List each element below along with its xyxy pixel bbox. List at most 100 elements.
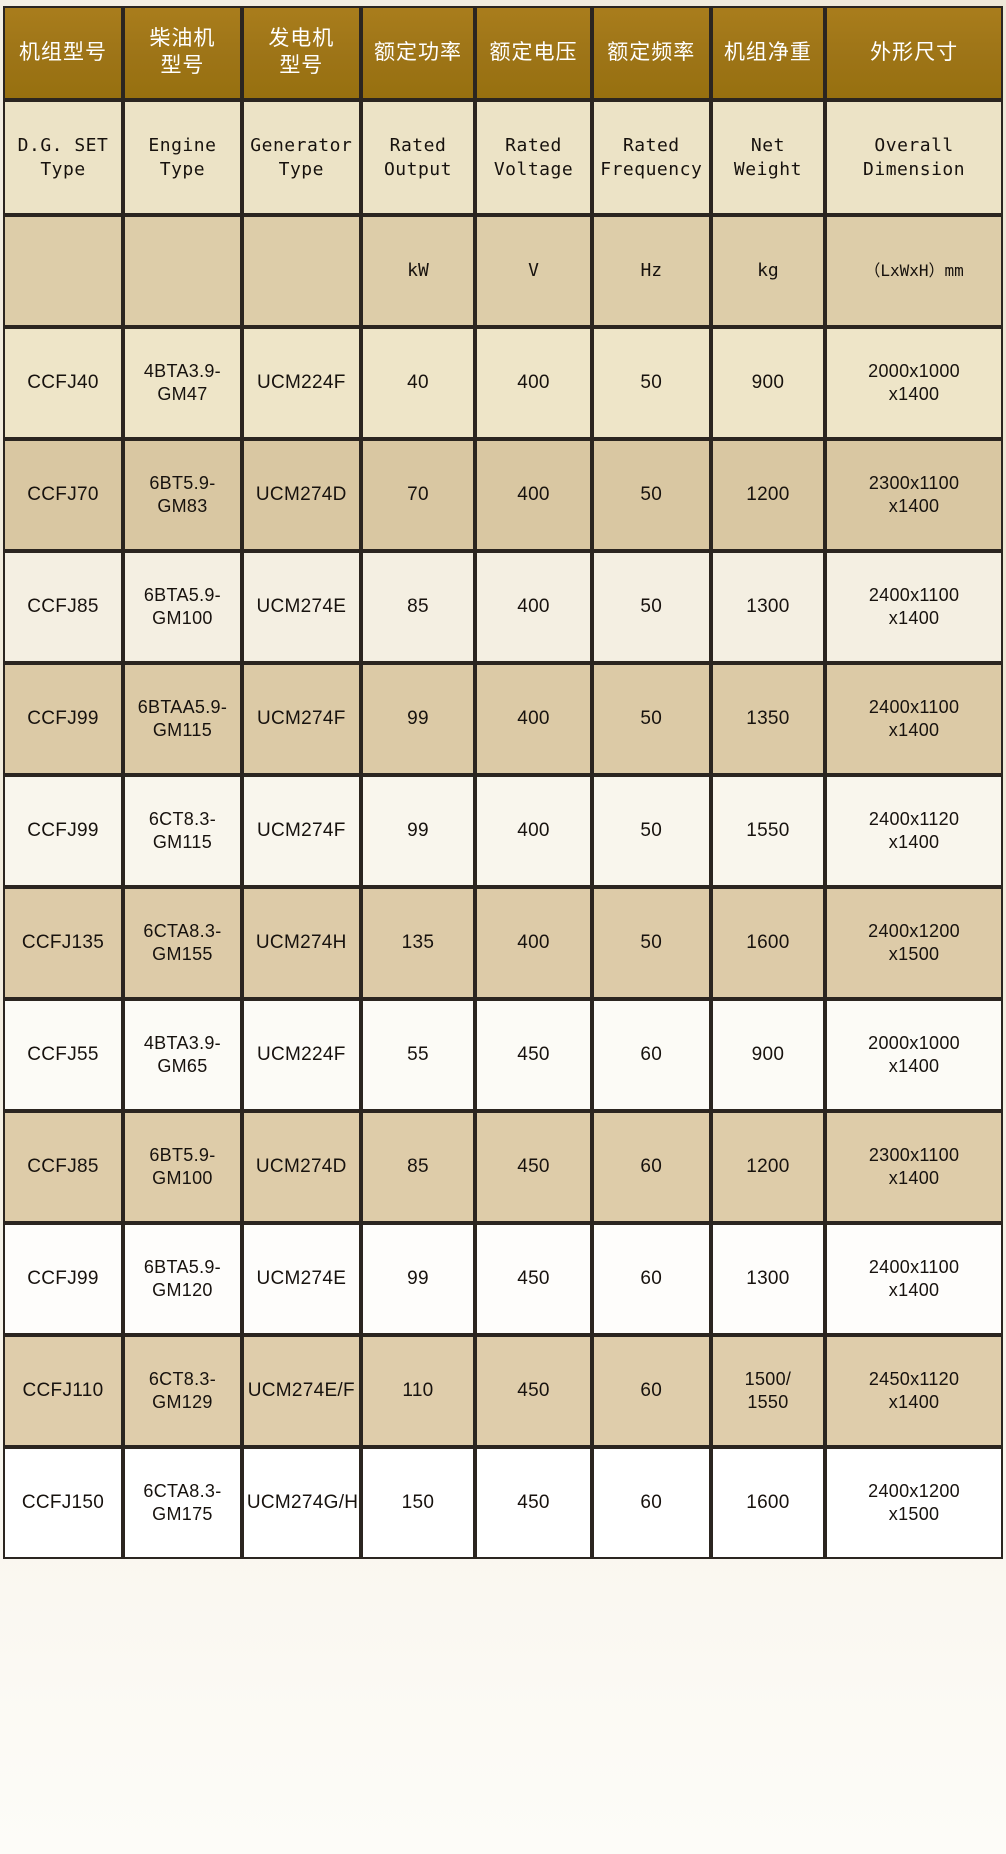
cell-net-weight: 1350 [710, 663, 826, 775]
cell-rated-voltage: 400 [475, 551, 592, 663]
table-row: CCFJ99 6CT8.3- GM115 UCM274F 99 400 50 15… [3, 775, 1003, 887]
cell-dg-set-type: CCFJ110 [3, 1335, 123, 1447]
table-row: CCFJ40 4BTA3.9- GM47 UCM224F 40 400 50 90… [3, 327, 1003, 439]
cell-rated-frequency: 60 [591, 1447, 711, 1559]
cell-generator-type: UCM224F [241, 999, 361, 1111]
cell-generator-type: UCM274E [241, 1223, 361, 1335]
cell-rated-voltage: 400 [475, 663, 592, 775]
unit-rated-voltage: V [475, 215, 592, 327]
cell-dg-set-type: CCFJ55 [3, 999, 123, 1111]
header-en-generator-type: Generator Type [241, 100, 361, 215]
cell-engine-type: 6BTAA5.9- GM115 [123, 663, 242, 775]
cell-overall-dimension: 2400x1120 x1400 [825, 775, 1003, 887]
header-cn-generator-type: 发电机 型号 [241, 6, 361, 100]
cell-rated-frequency: 50 [591, 775, 711, 887]
header-cn-engine-type: 柴油机 型号 [123, 6, 242, 100]
cell-overall-dimension: 2000x1000 x1400 [825, 327, 1003, 439]
unit-rated-output: kW [360, 215, 476, 327]
cell-generator-type: UCM274E/F [241, 1335, 361, 1447]
table-row: CCFJ99 6BTAA5.9- GM115 UCM274F 99 400 50 … [3, 663, 1003, 775]
header-en-rated-voltage: Rated Voltage [475, 100, 592, 215]
cell-rated-voltage: 450 [475, 1447, 592, 1559]
table-row: CCFJ110 6CT8.3- GM129 UCM274E/F 110 450 6… [3, 1335, 1003, 1447]
header-en-overall-dimension: Overall Dimension [825, 100, 1003, 215]
cell-dg-set-type: CCFJ85 [3, 551, 123, 663]
cell-generator-type: UCM274F [241, 663, 361, 775]
cell-net-weight: 1200 [710, 1111, 826, 1223]
cell-generator-type: UCM224F [241, 327, 361, 439]
cell-net-weight: 1300 [710, 551, 826, 663]
unit-rated-frequency: Hz [591, 215, 711, 327]
cell-rated-output: 85 [360, 551, 476, 663]
cell-net-weight: 1600 [710, 887, 826, 999]
cell-rated-voltage: 400 [475, 327, 592, 439]
cell-overall-dimension: 2000x1000 x1400 [825, 999, 1003, 1111]
cell-net-weight: 1300 [710, 1223, 826, 1335]
cell-engine-type: 6BT5.9- GM83 [123, 439, 242, 551]
header-cn-rated-voltage: 额定电压 [475, 6, 592, 100]
unit-overall-dimension: （LxWxH）mm [825, 215, 1003, 327]
cell-overall-dimension: 2300x1100 x1400 [825, 1111, 1003, 1223]
table-row: CCFJ135 6CTA8.3- GM155 UCM274H 135 400 50… [3, 887, 1003, 999]
table-header-row-chinese: 机组型号 柴油机 型号 发电机 型号 额定功率 额定电压 额定频率 机组净重 外形尺… [3, 6, 1003, 100]
cell-rated-frequency: 50 [591, 887, 711, 999]
cell-overall-dimension: 2400x1200 x1500 [825, 887, 1003, 999]
header-en-engine-type: Engine Type [123, 100, 242, 215]
table-row: CCFJ150 6CTA8.3- GM175 UCM274G/H 150 450 … [3, 1447, 1003, 1559]
cell-dg-set-type: CCFJ99 [3, 775, 123, 887]
cell-rated-frequency: 60 [591, 999, 711, 1111]
cell-rated-frequency: 60 [591, 1223, 711, 1335]
cell-rated-voltage: 450 [475, 999, 592, 1111]
cell-rated-output: 135 [360, 887, 476, 999]
cell-net-weight: 1550 [710, 775, 826, 887]
cell-rated-output: 40 [360, 327, 476, 439]
header-en-dg-set-type: D.G. SET Type [3, 100, 123, 215]
cell-engine-type: 6CT8.3- GM115 [123, 775, 242, 887]
unit-generator-type [241, 215, 361, 327]
cell-engine-type: 6CTA8.3- GM175 [123, 1447, 242, 1559]
cell-overall-dimension: 2450x1120 x1400 [825, 1335, 1003, 1447]
cell-generator-type: UCM274D [241, 1111, 361, 1223]
header-cn-dg-set-type: 机组型号 [3, 6, 123, 100]
cell-overall-dimension: 2300x1100 x1400 [825, 439, 1003, 551]
table-row: CCFJ99 6BTA5.9- GM120 UCM274E 99 450 60 1… [3, 1223, 1003, 1335]
cell-rated-frequency: 50 [591, 551, 711, 663]
header-cn-rated-frequency: 额定频率 [591, 6, 711, 100]
cell-rated-voltage: 450 [475, 1111, 592, 1223]
cell-dg-set-type: CCFJ150 [3, 1447, 123, 1559]
cell-overall-dimension: 2400x1100 x1400 [825, 1223, 1003, 1335]
cell-rated-voltage: 400 [475, 439, 592, 551]
header-cn-net-weight: 机组净重 [710, 6, 826, 100]
unit-engine-type [123, 215, 242, 327]
cell-rated-voltage: 400 [475, 887, 592, 999]
cell-rated-frequency: 50 [591, 439, 711, 551]
cell-rated-output: 55 [360, 999, 476, 1111]
cell-engine-type: 6BTA5.9- GM100 [123, 551, 242, 663]
cell-net-weight: 1600 [710, 1447, 826, 1559]
cell-rated-output: 150 [360, 1447, 476, 1559]
header-en-rated-frequency: Rated Frequency [591, 100, 711, 215]
cell-rated-voltage: 450 [475, 1223, 592, 1335]
cell-overall-dimension: 2400x1100 x1400 [825, 551, 1003, 663]
cell-dg-set-type: CCFJ135 [3, 887, 123, 999]
table-row: CCFJ55 4BTA3.9- GM65 UCM224F 55 450 60 90… [3, 999, 1003, 1111]
cell-rated-output: 70 [360, 439, 476, 551]
header-en-rated-output: Rated Output [360, 100, 476, 215]
cell-net-weight: 1200 [710, 439, 826, 551]
cell-net-weight: 1500/1550 [710, 1335, 826, 1447]
cell-net-weight: 900 [710, 999, 826, 1111]
cell-rated-output: 110 [360, 1335, 476, 1447]
cell-rated-frequency: 60 [591, 1111, 711, 1223]
unit-net-weight: kg [710, 215, 826, 327]
cell-overall-dimension: 2400x1100 x1400 [825, 663, 1003, 775]
cell-rated-output: 99 [360, 775, 476, 887]
cell-dg-set-type: CCFJ70 [3, 439, 123, 551]
table-header-row-english: D.G. SET Type Engine Type Generator Type Ra… [3, 100, 1003, 215]
cell-rated-output: 99 [360, 1223, 476, 1335]
cell-rated-frequency: 50 [591, 663, 711, 775]
table-row: CCFJ85 6BTA5.9- GM100 UCM274E 85 400 50 1… [3, 551, 1003, 663]
cell-generator-type: UCM274G/H [241, 1447, 361, 1559]
generator-spec-table: 机组型号 柴油机 型号 发电机 型号 额定功率 额定电压 额定频率 机组净重 外形尺… [3, 6, 1003, 1559]
cell-engine-type: 6CTA8.3- GM155 [123, 887, 242, 999]
